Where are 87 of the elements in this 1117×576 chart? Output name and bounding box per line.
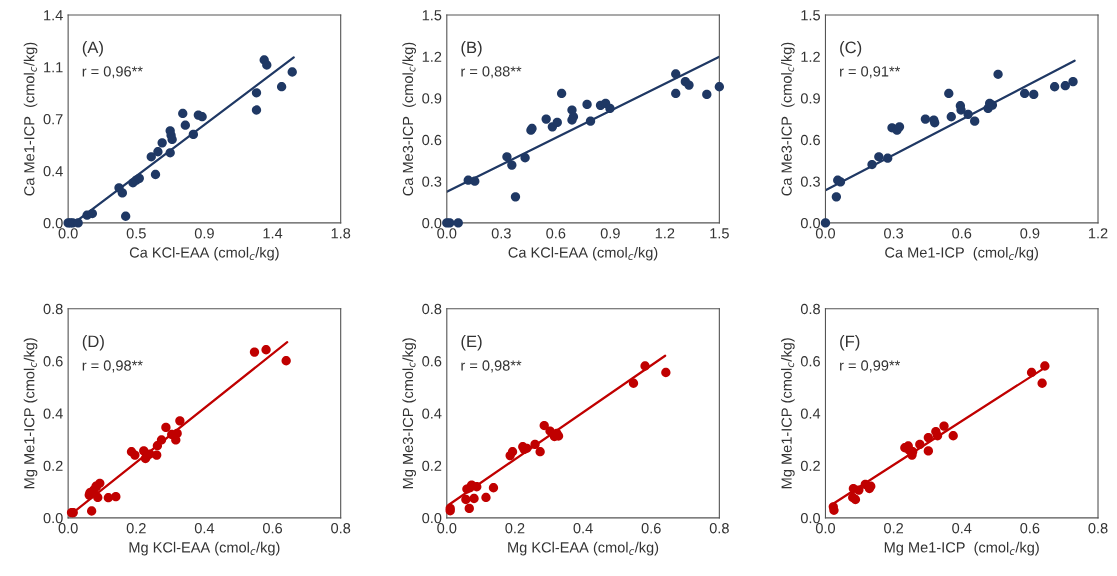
x-axis-title: Mg KCl-EAA (cmol$_{c}$/kg) xyxy=(508,541,659,556)
y-axis-title: Mg Me3-ICP (cmol$_{c}$/kg) xyxy=(402,338,416,489)
y-axis-title: Mg Me1-ICP (cmol$_{c}$/kg) xyxy=(23,338,38,489)
x-tick-label: 0.6 xyxy=(546,228,566,239)
x-tick-label: 0.6 xyxy=(1020,523,1040,534)
x-axis-title: Mg KCl-EAA (cmol$_{c}$/kg) xyxy=(129,541,280,556)
annotation: (A) xyxy=(82,41,103,57)
annotation: r = 0,98** xyxy=(82,360,143,373)
x-tick-label: 1.8 xyxy=(331,228,351,239)
y-tick-label: 0.2 xyxy=(800,460,820,471)
y-tick-label: 0.0 xyxy=(800,512,821,524)
y-tick-label: 1.5 xyxy=(422,10,442,21)
x-tick-label: 1.4 xyxy=(263,228,283,239)
x-tick-label: 0.2 xyxy=(884,523,904,534)
annotation: r = 0,98** xyxy=(461,360,522,373)
x-tick-label: 0.9 xyxy=(194,228,214,239)
y-tick-label: 1.2 xyxy=(422,51,442,62)
x-axis-title: Ca Me1-ICP (cmol$_{c}$/kg) xyxy=(885,246,1038,261)
x-tick-label: 0.0 xyxy=(437,523,457,534)
x-tick-label: 0.0 xyxy=(437,228,457,239)
annotation: r = 0,91** xyxy=(840,66,901,79)
x-tick-label: 0.0 xyxy=(58,228,78,239)
x-tick-label: 1.2 xyxy=(655,228,675,239)
y-tick-label: 0.8 xyxy=(43,303,63,315)
annotation: (C) xyxy=(840,41,862,57)
y-tick-label: 0.2 xyxy=(43,460,63,471)
y-tick-label: 0.0 xyxy=(43,512,63,524)
y-tick-label: 0.4 xyxy=(43,166,63,177)
y-tick-label: 0.6 xyxy=(422,134,442,146)
y-tick-label: 0.7 xyxy=(43,114,63,125)
x-tick-label: 0.4 xyxy=(573,523,593,534)
y-tick-label: 0.0 xyxy=(43,218,63,229)
annotation: (E) xyxy=(461,335,482,351)
y-tick-label: 1.4 xyxy=(44,10,63,21)
y-tick-label: 1.5 xyxy=(801,10,820,21)
x-tick-label: 0.5 xyxy=(126,228,146,239)
y-tick-label: 0.9 xyxy=(422,93,442,104)
x-tick-label: 0.3 xyxy=(491,228,511,239)
x-tick-label: 0.2 xyxy=(126,523,146,534)
x-tick-label: 0.8 xyxy=(1088,523,1108,534)
annotation: r = 0,96** xyxy=(82,66,143,79)
x-tick-label: 1.2 xyxy=(1088,228,1108,239)
x-axis-title: Mg Me1-ICP (cmol$_{c}$/kg) xyxy=(884,541,1039,556)
y-tick-label: 0.4 xyxy=(800,408,821,419)
annotation: r = 0,88** xyxy=(461,66,522,79)
x-tick-label: 0.6 xyxy=(952,228,972,239)
y-tick-label: 0.3 xyxy=(800,176,820,187)
x-tick-label: 0.9 xyxy=(1020,228,1040,239)
y-tick-label: 0.0 xyxy=(422,218,442,229)
x-axis-title: Ca KCl-EAA (cmol$_{c}$/kg) xyxy=(129,246,279,261)
y-tick-label: 0.4 xyxy=(43,408,63,419)
x-tick-label: 0.4 xyxy=(194,523,215,534)
x-tick-label: 0.8 xyxy=(709,523,729,534)
y-axis-title: Ca Me3-ICP (cmol$_{c}$/kg) xyxy=(402,42,416,196)
y-axis-title: Ca Me1-ICP (cmol$_{c}$/kg) xyxy=(23,42,38,196)
y-axis-title: Ca Me3-ICP (cmol$_{c}$/kg) xyxy=(781,42,795,196)
x-tick-label: 0.2 xyxy=(505,523,525,534)
y-tick-label: 1.1 xyxy=(44,62,63,73)
y-tick-label: 0.6 xyxy=(43,356,63,367)
annotation: (D) xyxy=(82,335,104,351)
x-tick-label: 0.6 xyxy=(262,523,283,534)
x-tick-label: 0.3 xyxy=(884,228,904,239)
x-tick-label: 0.9 xyxy=(600,228,620,239)
y-tick-label: 0.9 xyxy=(800,93,820,104)
x-tick-label: 0.0 xyxy=(815,523,836,534)
y-tick-label: 0.6 xyxy=(800,356,820,367)
x-tick-label: 0.0 xyxy=(58,523,78,534)
y-tick-label: 0.4 xyxy=(422,408,442,419)
annotation: (F) xyxy=(840,335,860,351)
y-tick-label: 0.0 xyxy=(422,512,442,524)
y-tick-label: 0.6 xyxy=(422,356,442,367)
y-axis-title: Mg Me1-ICP (cmol$_{c}$/kg) xyxy=(781,338,795,489)
x-tick-label: 0.4 xyxy=(952,523,972,534)
x-tick-label: 0.8 xyxy=(331,523,351,534)
y-tick-label: 0.6 xyxy=(800,134,820,146)
x-axis-title: Ca KCl-EAA (cmol$_{c}$/kg) xyxy=(508,246,658,261)
y-tick-label: 0.0 xyxy=(800,218,821,229)
y-tick-label: 0.2 xyxy=(422,460,442,471)
x-tick-label: 1.5 xyxy=(710,228,729,239)
y-tick-label: 1.2 xyxy=(801,51,820,62)
x-tick-label: 0.6 xyxy=(641,523,661,534)
y-tick-label: 0.3 xyxy=(422,176,442,187)
annotation: r = 0,99** xyxy=(840,360,901,373)
x-tick-label: 0.0 xyxy=(815,228,836,239)
annotation: (B) xyxy=(461,41,482,57)
y-tick-label: 0.8 xyxy=(800,303,820,315)
y-tick-label: 0.8 xyxy=(422,303,442,315)
